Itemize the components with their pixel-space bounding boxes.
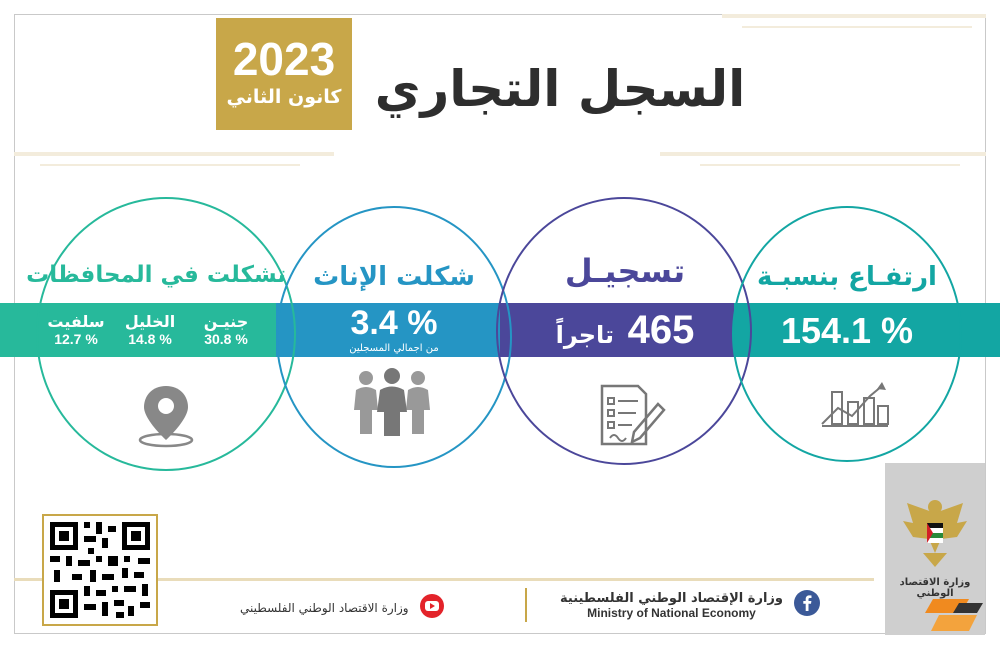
- decor-line: [660, 152, 986, 156]
- document-pen-icon: [596, 382, 666, 448]
- increase-heading: ارتفـاع بنسبـة: [757, 262, 937, 292]
- decor-line: [14, 152, 334, 156]
- registration-value-row: تاجراً 465: [520, 308, 730, 353]
- growth-chart-icon: [818, 378, 890, 430]
- palestine-eagle-emblem: [899, 493, 971, 573]
- decor-line: [722, 14, 986, 18]
- females-heading: شكلت الإناث: [313, 262, 475, 292]
- ministry-name-block: وزارة الإقتصاد الوطني الفلسطينية Ministr…: [560, 591, 783, 620]
- circle-increase: [732, 206, 962, 462]
- qr-code-icon[interactable]: [42, 514, 158, 626]
- governorate-name: سلفيت: [47, 312, 105, 331]
- decor-line: [700, 164, 960, 166]
- emblem-caption: وزارة الاقتصاد الوطني: [899, 577, 971, 599]
- governorate-item: الخليل 14.8 %: [120, 312, 180, 347]
- registration-unit: تاجراً: [555, 321, 615, 349]
- emblem-panel: وزارة الاقتصاد الوطني: [885, 463, 985, 635]
- month-text: كانون الثاني: [226, 86, 342, 108]
- registration-heading: تسجيـل: [564, 252, 686, 290]
- governorate-value: 30.8 %: [204, 331, 248, 347]
- location-pin-icon: [138, 384, 194, 448]
- facebook-icon: [794, 590, 821, 620]
- year-text: 2023: [232, 33, 336, 85]
- decor-line: [40, 164, 300, 166]
- youtube-icon: [419, 594, 444, 622]
- females-note: من اجمالي المسجلين: [349, 343, 439, 354]
- facebook-page[interactable]: وزارة الإقتصاد الوطني الفلسطينية Ministr…: [560, 590, 821, 620]
- governorate-value: 12.7 %: [54, 331, 98, 347]
- footer-line: [14, 578, 874, 581]
- women-group-icon: [352, 366, 432, 436]
- watermark-logo: [925, 593, 985, 635]
- year-badge: 2023 كانون الثاني: [216, 18, 352, 130]
- youtube-channel[interactable]: وزارة الاقتصاد الوطني الفلسطيني: [240, 594, 444, 622]
- governorate-item: سلفيت 12.7 %: [46, 312, 106, 347]
- governorate-name: الخليل: [124, 312, 176, 331]
- ministry-name-en: Ministry of National Economy: [587, 605, 756, 620]
- governorate-item: جنيـن 30.8 %: [196, 312, 256, 347]
- increase-value: 154.1 %: [780, 310, 914, 351]
- page-title: السجل التجاري: [374, 60, 746, 118]
- footer-divider: [525, 588, 527, 622]
- decor-line: [742, 26, 972, 28]
- registration-value: 465: [627, 308, 695, 352]
- youtube-label: وزارة الاقتصاد الوطني الفلسطيني: [240, 601, 409, 615]
- ministry-name-ar: وزارة الإقتصاد الوطني الفلسطينية: [560, 590, 783, 606]
- females-value: 3.4 %: [350, 304, 438, 342]
- governorates-heading: تشكلت في المحافظات: [26, 262, 286, 288]
- governorate-name: جنيـن: [203, 312, 249, 331]
- governorate-value: 14.8 %: [128, 331, 172, 347]
